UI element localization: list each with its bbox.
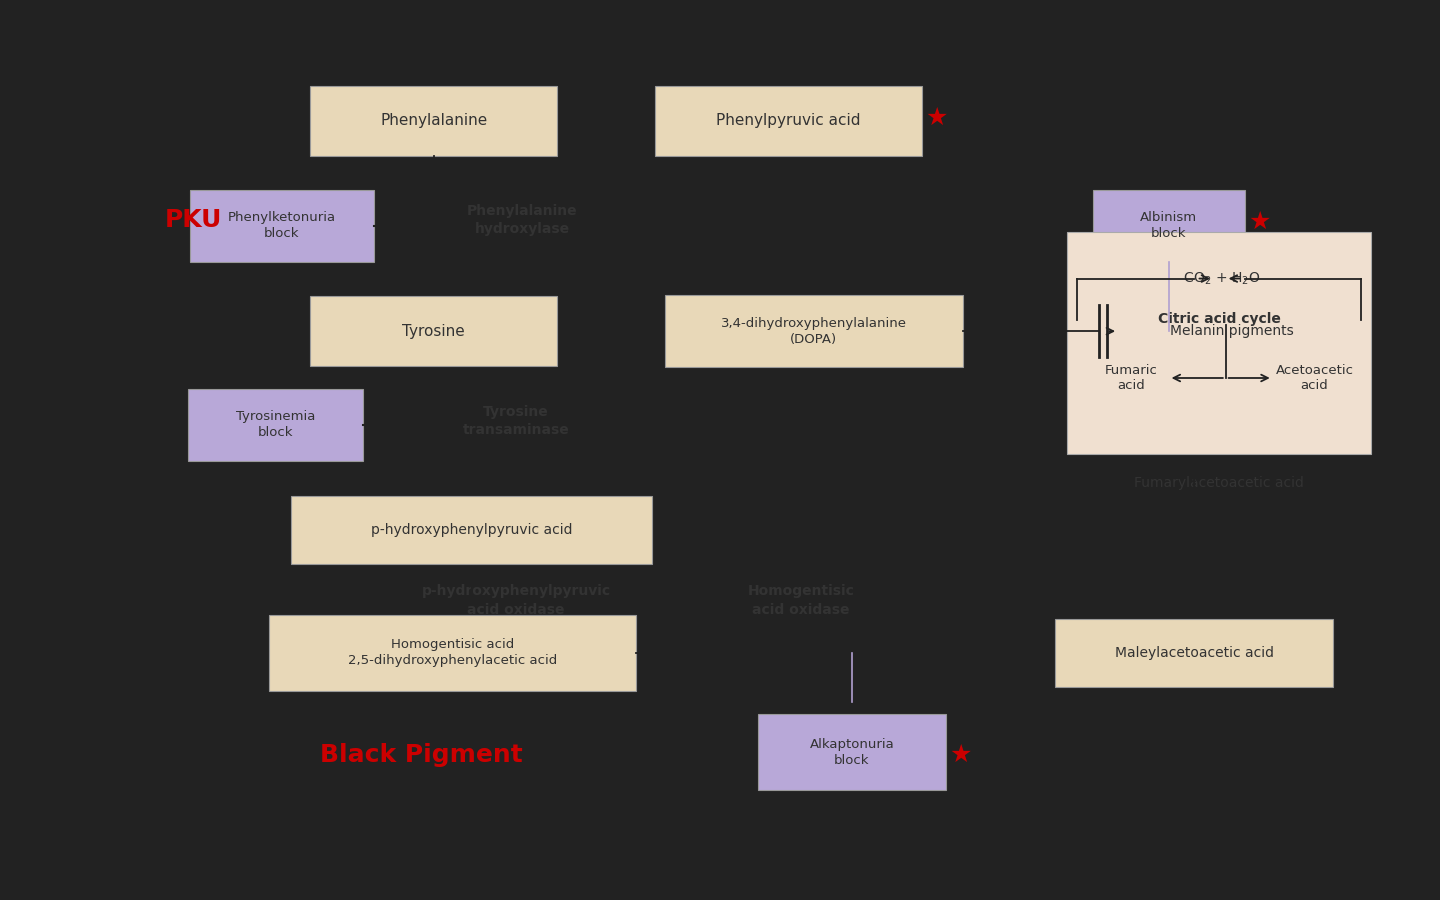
- Text: ★: ★: [926, 106, 948, 130]
- Text: Maleylacetoacetic acid: Maleylacetoacetic acid: [1115, 646, 1273, 660]
- Text: 3,4-dihydroxyphenylalanine
(DOPA): 3,4-dihydroxyphenylalanine (DOPA): [721, 317, 907, 346]
- Text: Homogentisic
acid oxidase: Homogentisic acid oxidase: [747, 584, 855, 616]
- FancyBboxPatch shape: [1093, 190, 1244, 262]
- Text: Melanin pigments: Melanin pigments: [1171, 324, 1295, 338]
- FancyBboxPatch shape: [655, 86, 922, 156]
- Text: Acetoacetic
acid: Acetoacetic acid: [1276, 364, 1354, 392]
- Text: Homogentisic acid
2,5-dihydroxyphenylacetic acid: Homogentisic acid 2,5-dihydroxyphenylace…: [348, 638, 557, 668]
- Text: Fumaric
acid: Fumaric acid: [1104, 364, 1158, 392]
- Text: p-hydroxyphenylpyruvic acid: p-hydroxyphenylpyruvic acid: [372, 523, 573, 537]
- FancyBboxPatch shape: [1054, 619, 1333, 687]
- FancyBboxPatch shape: [310, 86, 557, 156]
- Text: CO$_2$ + H$_2$O: CO$_2$ + H$_2$O: [1179, 270, 1260, 287]
- FancyBboxPatch shape: [269, 615, 636, 691]
- FancyBboxPatch shape: [187, 389, 363, 461]
- Text: Phenylketonuria
block: Phenylketonuria block: [228, 212, 336, 240]
- Text: Fumarylacetoacetic acid: Fumarylacetoacetic acid: [1135, 476, 1305, 491]
- Text: ★: ★: [949, 742, 972, 767]
- Text: Black Pigment: Black Pigment: [320, 742, 523, 767]
- Text: Albinism
block: Albinism block: [1140, 212, 1197, 240]
- Text: Phenylalanine
hydroxylase: Phenylalanine hydroxylase: [467, 204, 577, 237]
- Text: Citric acid cycle: Citric acid cycle: [1158, 312, 1280, 327]
- FancyBboxPatch shape: [1067, 231, 1371, 454]
- Text: p-hydroxyphenylpyruvic
acid oxidase: p-hydroxyphenylpyruvic acid oxidase: [422, 584, 611, 616]
- FancyBboxPatch shape: [310, 296, 557, 366]
- FancyBboxPatch shape: [291, 496, 652, 564]
- Text: Phenylpyruvic acid: Phenylpyruvic acid: [716, 113, 861, 128]
- Text: Tyrosine: Tyrosine: [402, 324, 465, 338]
- FancyBboxPatch shape: [1117, 296, 1346, 366]
- Text: Alkaptonuria
block: Alkaptonuria block: [809, 738, 894, 767]
- FancyBboxPatch shape: [190, 190, 373, 262]
- Text: Tyrosinemia
block: Tyrosinemia block: [236, 410, 315, 439]
- Text: Phenylalanine: Phenylalanine: [380, 113, 487, 128]
- Text: PKU: PKU: [166, 208, 222, 232]
- Text: Tyrosine
transaminase: Tyrosine transaminase: [462, 405, 569, 437]
- FancyBboxPatch shape: [757, 715, 946, 790]
- FancyBboxPatch shape: [665, 295, 963, 367]
- Text: ★: ★: [1248, 211, 1272, 234]
